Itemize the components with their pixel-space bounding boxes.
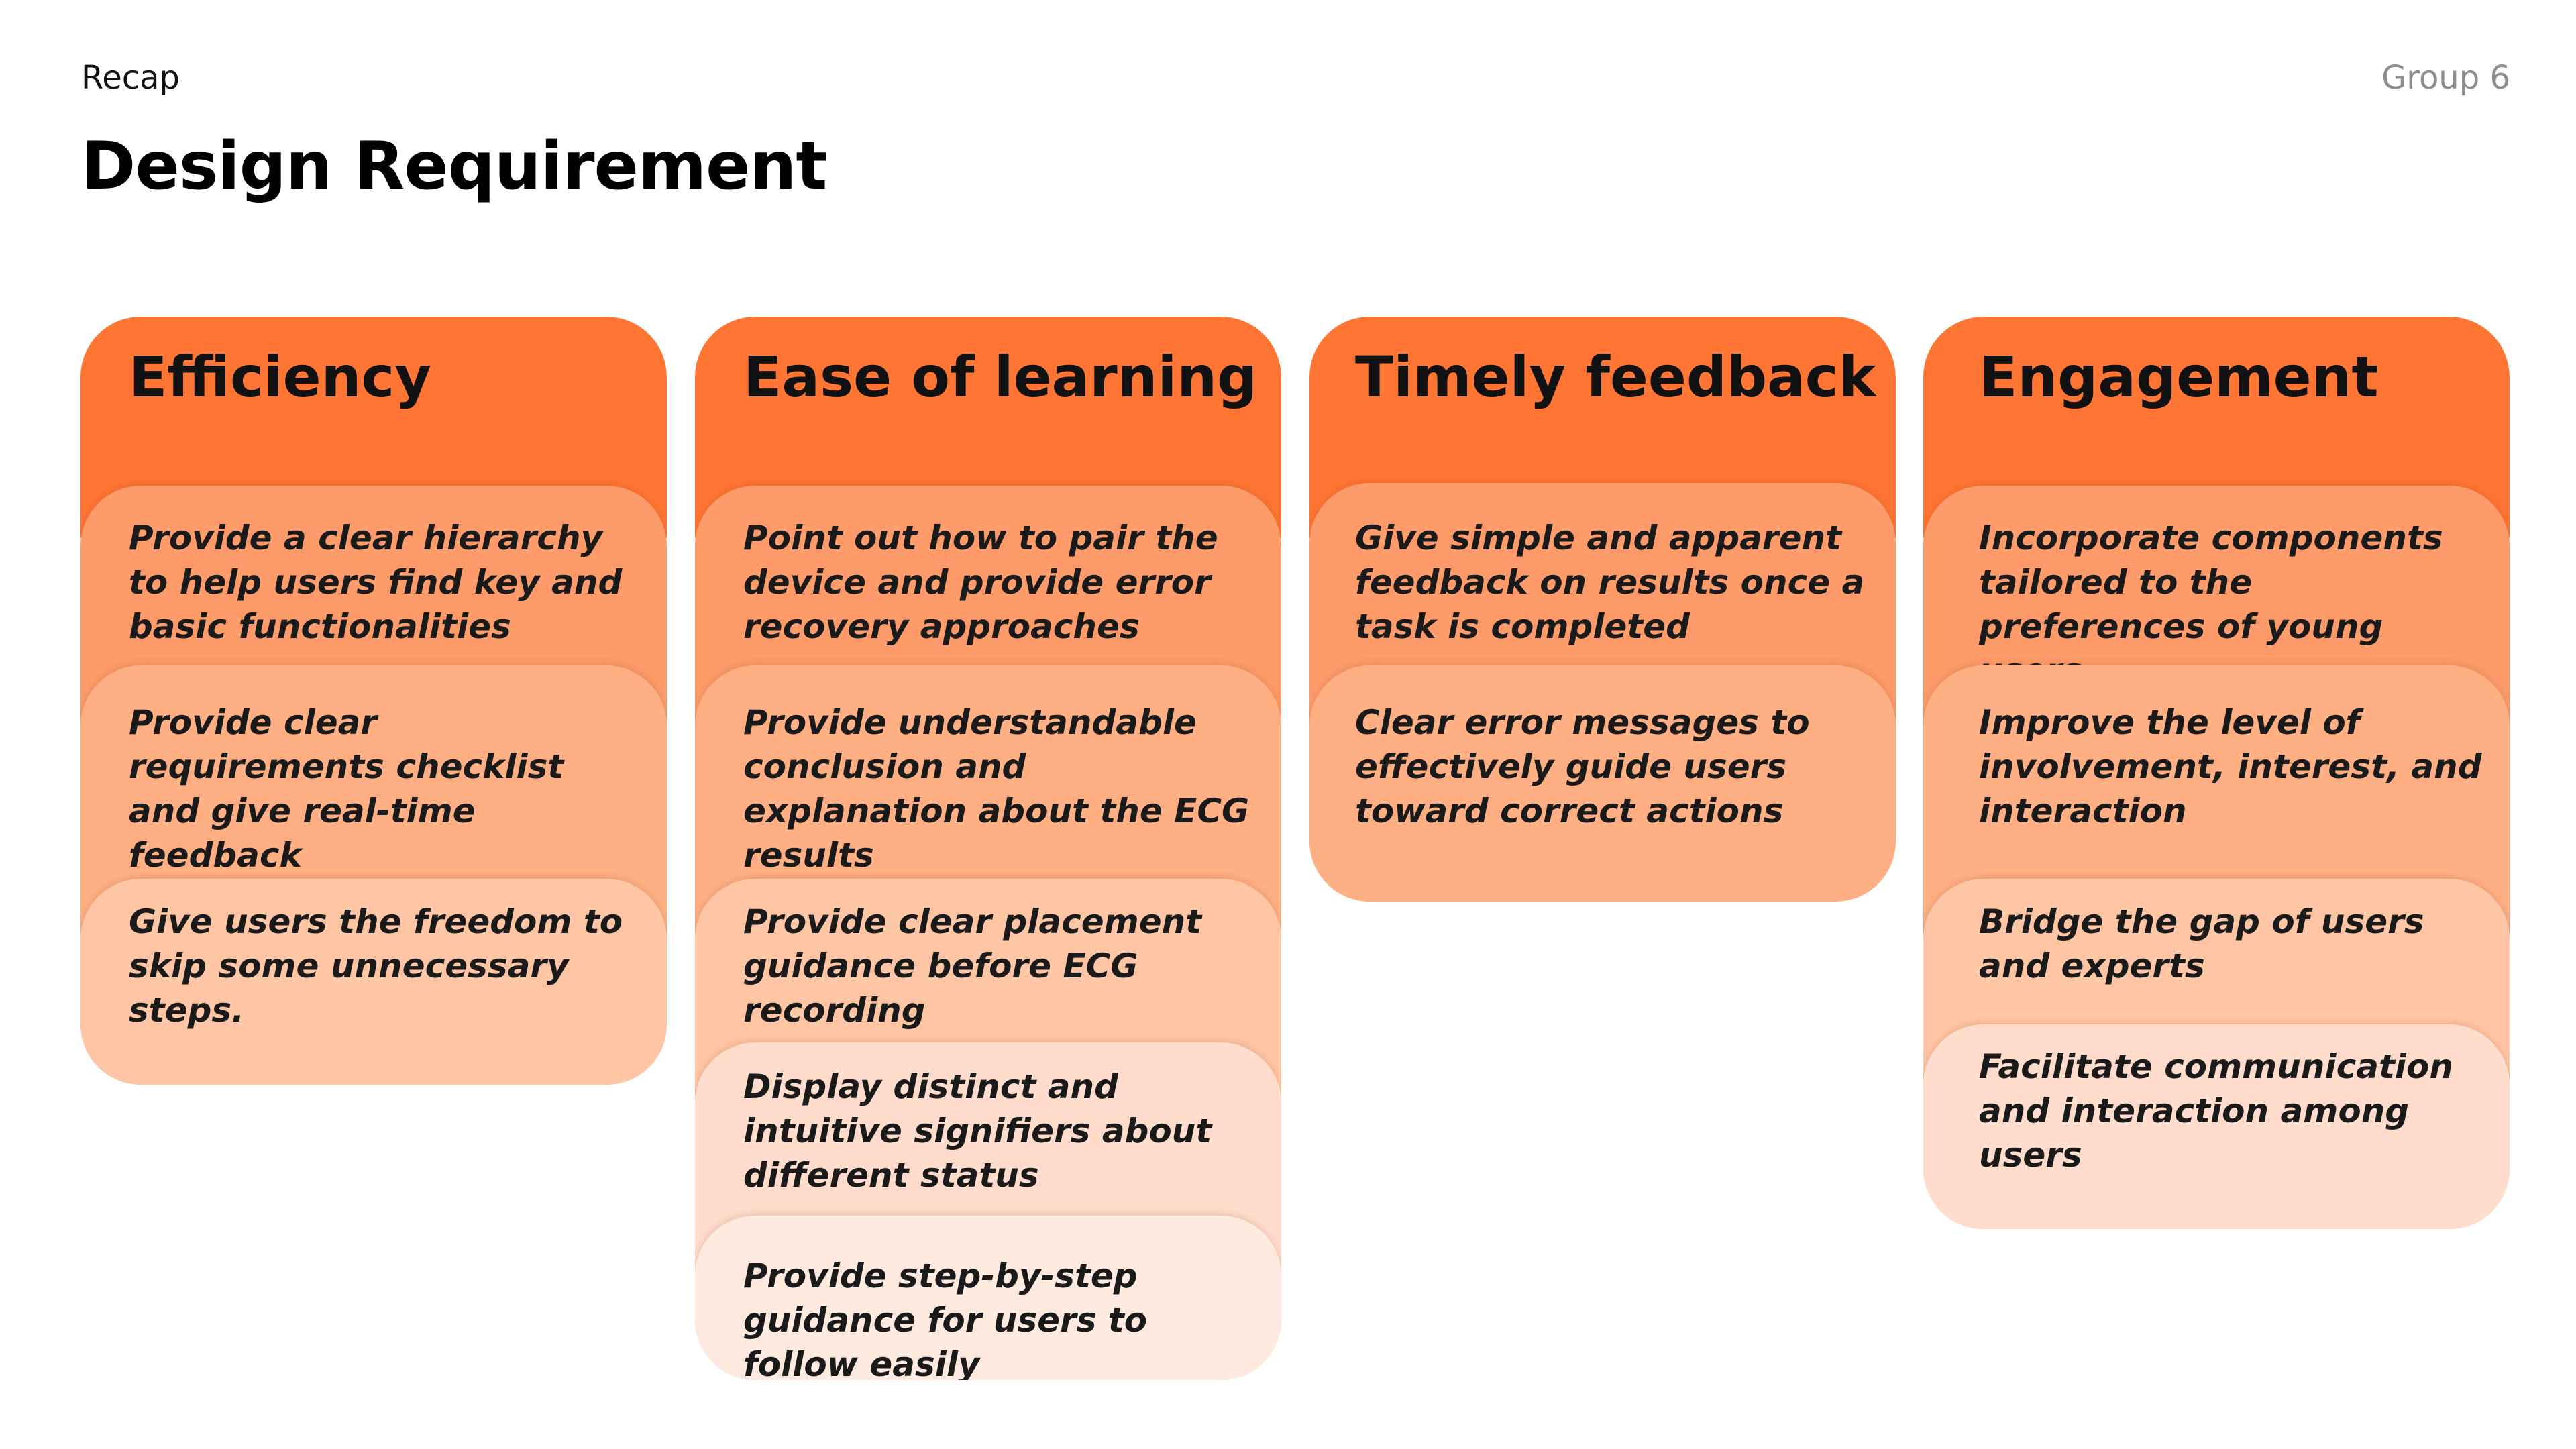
column-engagement: Engagement Incorporate components tailor… (1923, 317, 2510, 1229)
requirement-text: Give users the freedom to skip some unne… (129, 902, 623, 1030)
column-timely-feedback: Timely feedback Give simple and apparent… (1309, 317, 1896, 902)
group-label: Group 6 (2381, 59, 2510, 97)
requirement-text: Give simple and apparent feedback on res… (1355, 519, 1865, 646)
column-title: Timely feedback (1355, 344, 1876, 410)
requirement-text: Provide understandable conclusion and ex… (743, 703, 1250, 875)
column-title: Efficiency (129, 344, 431, 410)
requirement-card: Provide step-by-step guidance for users … (695, 1216, 1281, 1380)
requirement-text: Provide clear requirements checklist and… (129, 703, 564, 875)
requirement-text: Bridge the gap of users and experts (1979, 902, 2424, 985)
page-title: Design Requirement (81, 128, 827, 205)
requirement-text: Point out how to pair the device and pro… (743, 519, 1218, 646)
requirement-card: Facilitate communication and interaction… (1923, 1024, 2510, 1229)
requirement-text: Facilitate communication and interaction… (1979, 1047, 2453, 1175)
column-efficiency: Efficiency Provide a clear hierarchy to … (80, 317, 667, 1085)
requirement-text: Improve the level of involvement, intere… (1979, 703, 2482, 830)
column-title: Ease of learning (743, 344, 1258, 410)
requirement-text: Provide step-by-step guidance for users … (743, 1256, 1148, 1380)
section-label: Recap (81, 59, 180, 97)
requirement-text: Provide clear placement guidance before … (743, 902, 1202, 1030)
column-ease-of-learning: Ease of learning Point out how to pair t… (695, 317, 1281, 1380)
requirement-card: Give users the freedom to skip some unne… (80, 879, 667, 1085)
requirement-text: Clear error messages to effectively guid… (1355, 703, 1810, 830)
requirement-text: Incorporate components tailored to the p… (1979, 519, 2443, 690)
requirement-text: Display distinct and intuitive signifier… (743, 1067, 1212, 1195)
column-title: Engagement (1979, 344, 2379, 410)
requirement-text: Provide a clear hierarchy to help users … (129, 519, 623, 646)
requirement-card: Clear error messages to effectively guid… (1309, 665, 1896, 902)
